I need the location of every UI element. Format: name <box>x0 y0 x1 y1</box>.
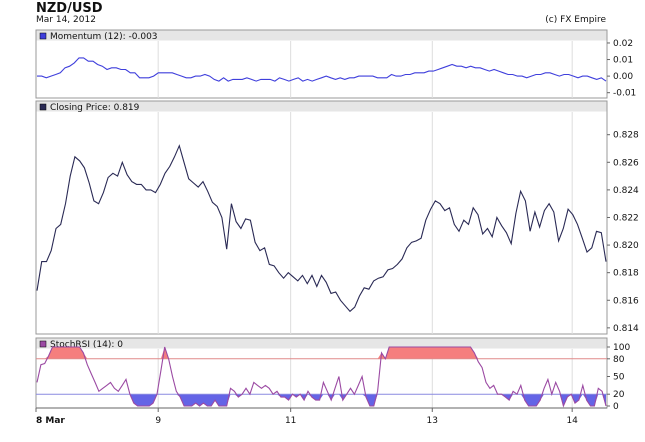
momentum-panel-header <box>36 30 607 41</box>
chart-date: Mar 14, 2012 <box>36 15 96 25</box>
momentum-ytick-label: 0.01 <box>613 56 633 66</box>
overbought-area <box>44 347 479 359</box>
closing-panel-header <box>36 101 607 112</box>
closing-ytick-label: 0.820 <box>613 241 639 251</box>
closing-ytick-label: 0.828 <box>613 131 639 141</box>
closing-series-line <box>36 144 607 313</box>
closing-ytick-label: 0.814 <box>613 324 639 334</box>
momentum-ytick-label: 0.00 <box>613 72 633 82</box>
stochrsi-series-line <box>36 346 607 408</box>
oversold-area <box>129 394 607 406</box>
closing-ytick-label: 0.826 <box>613 158 639 168</box>
stochrsi-ytick-label: 80 <box>613 355 625 365</box>
stochrsi-ytick-label: 0 <box>613 402 619 412</box>
momentum-legend-swatch <box>39 32 47 40</box>
closing-legend-swatch <box>39 103 47 111</box>
stochrsi-panel-header <box>36 338 607 349</box>
stochrsi-ytick-label: 100 <box>613 343 630 353</box>
momentum-series-line <box>37 57 607 82</box>
stochrsi-ytick-label: 50 <box>613 373 625 383</box>
closing-ytick-label: 0.818 <box>613 269 639 279</box>
closing-panel-frame <box>35 100 608 335</box>
closing-panel-title: Closing Price: 0.819 <box>50 103 140 113</box>
stochrsi-panel-title: StochRSI (14): 0 <box>50 340 123 350</box>
momentum-ytick-label: 0.02 <box>613 39 633 49</box>
x-tick-label: 11 <box>285 416 296 426</box>
copyright-text: (c) FX Empire <box>545 15 606 25</box>
x-tick-label: 14 <box>566 416 578 426</box>
momentum-ytick-label: -0.01 <box>613 89 636 99</box>
x-tick-label: 13 <box>427 416 438 426</box>
x-tick-label: 9 <box>155 416 161 426</box>
chart-title: NZD/USD <box>36 1 103 16</box>
closing-ytick-label: 0.822 <box>613 213 639 223</box>
x-tick-label: 8 Mar <box>36 416 65 426</box>
closing-ytick-label: 0.824 <box>613 186 639 196</box>
momentum-panel-title: Momentum (12): -0.003 <box>50 32 158 42</box>
stochrsi-ytick-label: 20 <box>613 390 625 400</box>
stochrsi-legend-swatch <box>39 340 47 348</box>
closing-ytick-label: 0.816 <box>613 296 639 306</box>
momentum-panel-frame <box>35 29 608 99</box>
